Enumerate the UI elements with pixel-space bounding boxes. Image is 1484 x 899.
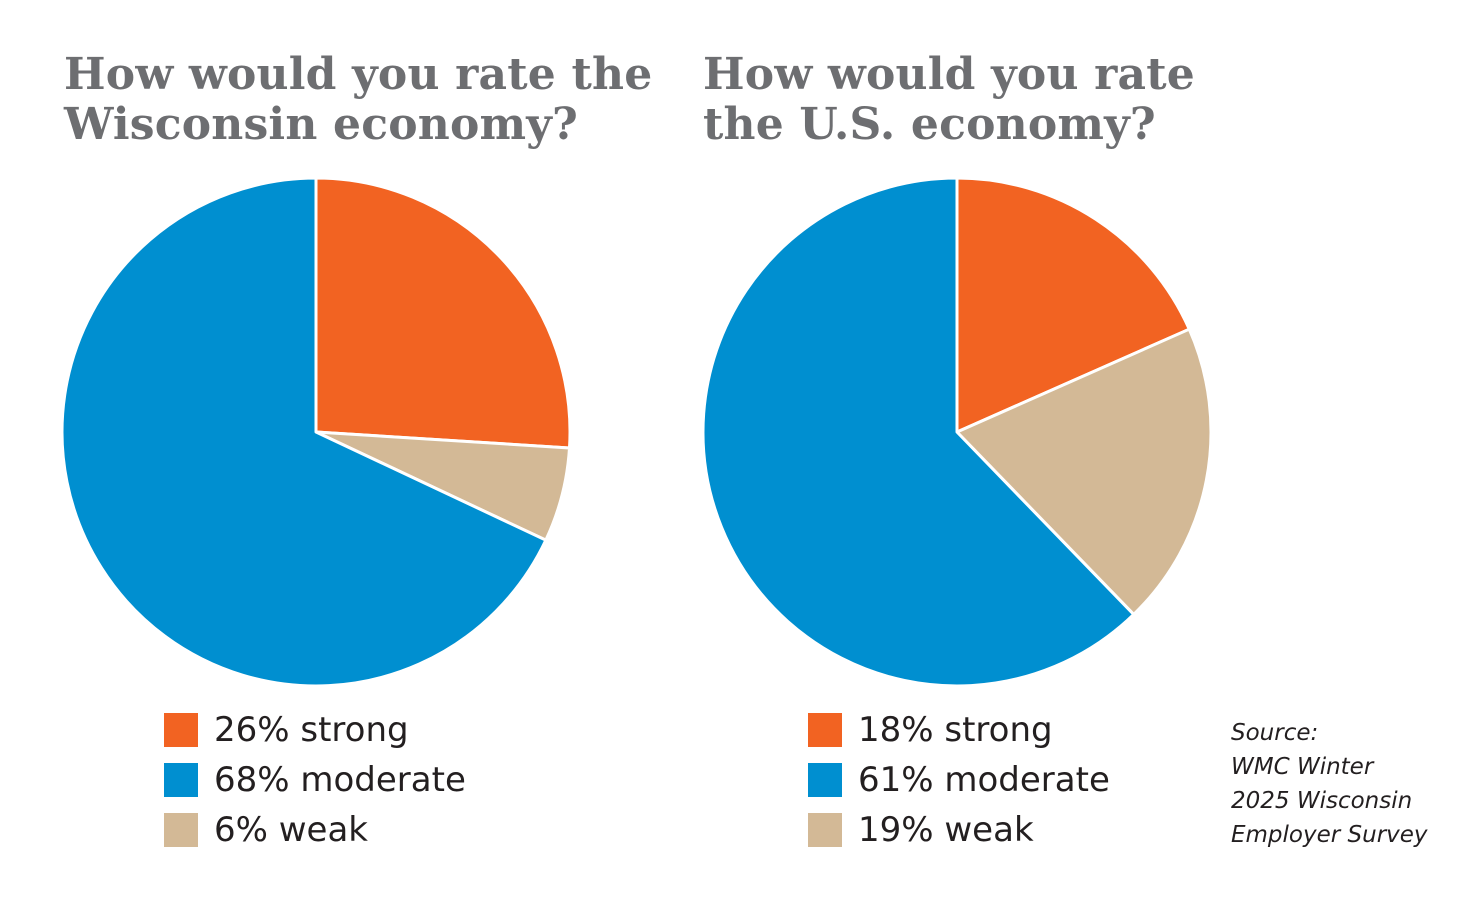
legend-item: 19% weak bbox=[808, 805, 1110, 855]
source-note: Source: WMC Winter 2025 Wisconsin Employ… bbox=[1231, 716, 1428, 852]
legend-swatch-weak bbox=[164, 813, 198, 847]
pie-slice-moderate bbox=[60, 176, 548, 688]
legend: 26% strong 68% moderate 6% weak bbox=[164, 705, 466, 855]
pie-slice-strong bbox=[314, 176, 572, 450]
source-line: WMC Winter bbox=[1231, 754, 1374, 780]
legend: 18% strong 61% moderate 19% weak bbox=[808, 705, 1110, 855]
legend-label: 6% weak bbox=[214, 810, 368, 850]
source-line: Employer Survey bbox=[1231, 822, 1428, 848]
chart-title: How would you rate the Wisconsin economy… bbox=[64, 50, 652, 150]
legend-label: 26% strong bbox=[214, 710, 409, 750]
legend-swatch-strong bbox=[808, 713, 842, 747]
chart-title-line: How would you rate the bbox=[64, 49, 653, 100]
legend-label: 61% moderate bbox=[858, 760, 1110, 800]
legend-item: 18% strong bbox=[808, 705, 1110, 755]
legend-swatch-weak bbox=[808, 813, 842, 847]
chart-title: How would you rate the U.S. economy? bbox=[703, 50, 1195, 150]
pie-slice-strong bbox=[955, 176, 1191, 434]
legend-label: 18% strong bbox=[858, 710, 1053, 750]
pie-slice-moderate bbox=[701, 176, 1136, 688]
source-line: 2025 Wisconsin bbox=[1231, 788, 1413, 814]
source-line: Source: bbox=[1231, 720, 1319, 746]
legend-swatch-moderate bbox=[164, 763, 198, 797]
pie-chart bbox=[701, 176, 1213, 688]
wisconsin-economy-chart: How would you rate the Wisconsin economy… bbox=[0, 0, 700, 899]
legend-label: 68% moderate bbox=[214, 760, 466, 800]
pie-chart bbox=[60, 176, 572, 688]
legend-item: 6% weak bbox=[164, 805, 466, 855]
legend-item: 26% strong bbox=[164, 705, 466, 755]
legend-item: 61% moderate bbox=[808, 755, 1110, 805]
chart-title-line: Wisconsin economy? bbox=[64, 99, 579, 150]
pie-slice-weak bbox=[955, 327, 1213, 616]
legend-label: 19% weak bbox=[858, 810, 1034, 850]
legend-item: 68% moderate bbox=[164, 755, 466, 805]
chart-title-line: How would you rate bbox=[703, 49, 1195, 100]
chart-title-line: the U.S. economy? bbox=[703, 99, 1156, 150]
legend-swatch-moderate bbox=[808, 763, 842, 797]
us-economy-chart: How would you rate the U.S. economy? 18%… bbox=[645, 0, 1345, 899]
legend-swatch-strong bbox=[164, 713, 198, 747]
